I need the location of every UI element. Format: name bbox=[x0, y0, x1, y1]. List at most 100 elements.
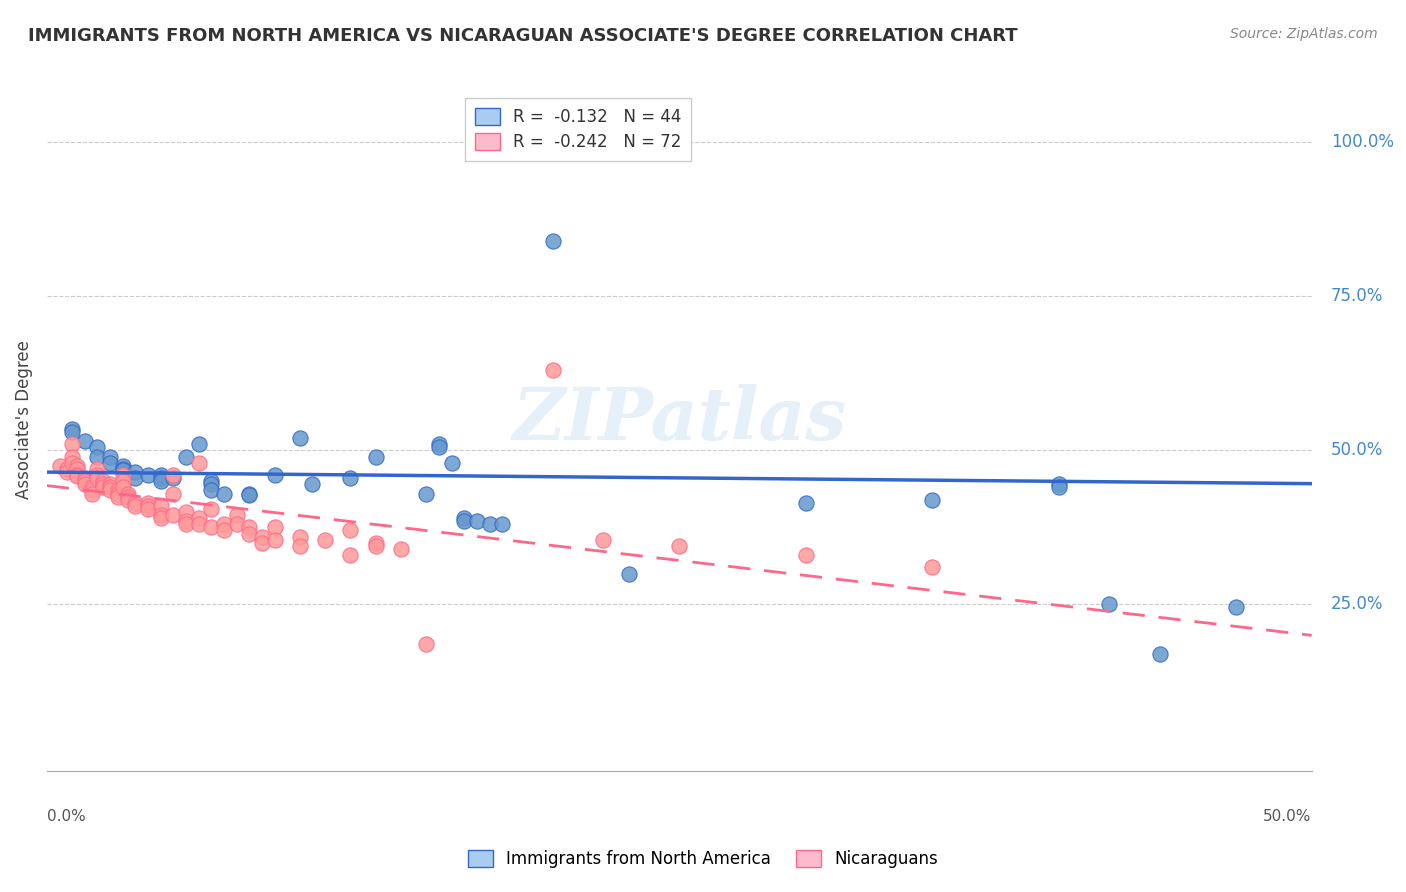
Point bbox=[617, 566, 640, 581]
Point bbox=[111, 463, 134, 477]
Point bbox=[136, 468, 159, 483]
Point bbox=[73, 434, 96, 449]
Point bbox=[91, 474, 114, 488]
Point bbox=[98, 450, 121, 464]
Point bbox=[60, 456, 83, 470]
Point bbox=[263, 468, 285, 483]
Point bbox=[98, 480, 121, 494]
Point bbox=[225, 517, 247, 532]
Point bbox=[60, 422, 83, 436]
Point bbox=[48, 458, 70, 473]
Text: 75.0%: 75.0% bbox=[1330, 287, 1384, 305]
Point bbox=[66, 462, 89, 476]
Text: 50.0%: 50.0% bbox=[1263, 809, 1312, 824]
Point bbox=[73, 477, 96, 491]
Text: 50.0%: 50.0% bbox=[1330, 442, 1384, 459]
Point bbox=[82, 483, 104, 498]
Point bbox=[364, 450, 387, 464]
Point bbox=[478, 517, 501, 532]
Point bbox=[86, 462, 108, 476]
Point bbox=[187, 511, 209, 525]
Point bbox=[111, 458, 134, 473]
Point bbox=[66, 458, 89, 473]
Point bbox=[314, 533, 336, 547]
Point bbox=[187, 456, 209, 470]
Point bbox=[187, 437, 209, 451]
Point bbox=[162, 468, 184, 483]
Point bbox=[107, 483, 129, 498]
Point bbox=[200, 502, 222, 516]
Point bbox=[124, 499, 146, 513]
Point bbox=[162, 508, 184, 522]
Point bbox=[149, 508, 172, 522]
Point bbox=[415, 637, 437, 651]
Point bbox=[117, 492, 139, 507]
Point bbox=[389, 541, 412, 556]
Point bbox=[288, 530, 311, 544]
Point bbox=[73, 471, 96, 485]
Point bbox=[136, 502, 159, 516]
Point bbox=[339, 524, 361, 538]
Point bbox=[111, 468, 134, 483]
Point bbox=[288, 539, 311, 553]
Text: Source: ZipAtlas.com: Source: ZipAtlas.com bbox=[1230, 27, 1378, 41]
Point bbox=[453, 511, 475, 525]
Point bbox=[794, 548, 817, 562]
Point bbox=[86, 468, 108, 483]
Point bbox=[136, 499, 159, 513]
Point bbox=[212, 517, 235, 532]
Point bbox=[238, 486, 260, 500]
Point bbox=[149, 511, 172, 525]
Point bbox=[794, 496, 817, 510]
Point bbox=[111, 462, 134, 476]
Text: ZIPatlas: ZIPatlas bbox=[512, 384, 846, 455]
Point bbox=[212, 524, 235, 538]
Point bbox=[98, 477, 121, 491]
Point bbox=[541, 363, 564, 377]
Point bbox=[86, 471, 108, 485]
Text: 0.0%: 0.0% bbox=[46, 809, 86, 824]
Point bbox=[149, 499, 172, 513]
Point bbox=[98, 456, 121, 470]
Point bbox=[339, 471, 361, 485]
Point bbox=[149, 471, 172, 485]
Point bbox=[200, 474, 222, 488]
Point bbox=[1047, 477, 1070, 491]
Point bbox=[86, 450, 108, 464]
Point bbox=[117, 486, 139, 500]
Point bbox=[149, 468, 172, 483]
Text: 25.0%: 25.0% bbox=[1330, 595, 1384, 614]
Point bbox=[301, 477, 323, 491]
Point bbox=[250, 530, 273, 544]
Point bbox=[238, 520, 260, 534]
Text: IMMIGRANTS FROM NORTH AMERICA VS NICARAGUAN ASSOCIATE'S DEGREE CORRELATION CHART: IMMIGRANTS FROM NORTH AMERICA VS NICARAG… bbox=[28, 27, 1018, 45]
Point bbox=[592, 533, 614, 547]
Point bbox=[66, 468, 89, 483]
Point bbox=[162, 486, 184, 500]
Point bbox=[263, 520, 285, 534]
Point bbox=[465, 514, 488, 528]
Point bbox=[124, 496, 146, 510]
Point bbox=[541, 234, 564, 248]
Y-axis label: Associate's Degree: Associate's Degree bbox=[15, 340, 32, 499]
Point bbox=[668, 539, 690, 553]
Point bbox=[60, 450, 83, 464]
Point bbox=[98, 483, 121, 498]
Point bbox=[250, 536, 273, 550]
Point bbox=[117, 490, 139, 504]
Point bbox=[1098, 598, 1121, 612]
Point bbox=[200, 483, 222, 498]
Point bbox=[1047, 480, 1070, 494]
Point bbox=[427, 440, 450, 454]
Point bbox=[124, 465, 146, 479]
Point bbox=[491, 517, 513, 532]
Point bbox=[263, 533, 285, 547]
Point bbox=[56, 465, 79, 479]
Point bbox=[91, 477, 114, 491]
Point bbox=[427, 437, 450, 451]
Point bbox=[91, 480, 114, 494]
Point bbox=[124, 471, 146, 485]
Point bbox=[60, 437, 83, 451]
Point bbox=[174, 450, 197, 464]
Point bbox=[200, 477, 222, 491]
